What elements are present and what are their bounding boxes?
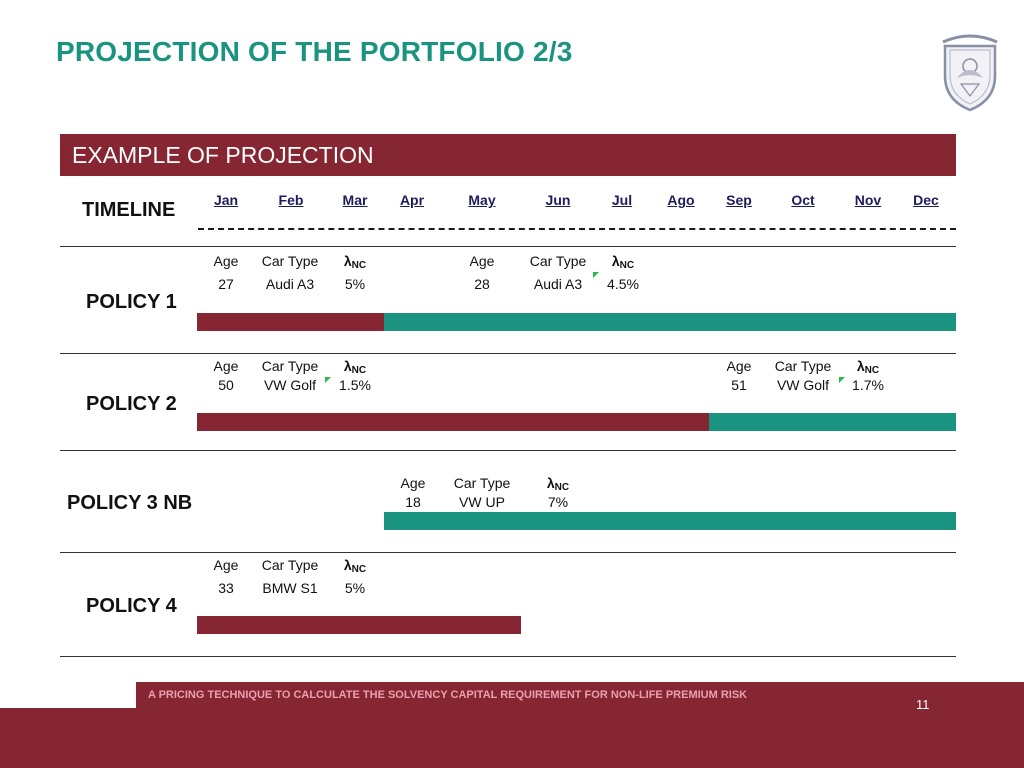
policy-1-rate-renewal: 4.5%	[607, 276, 639, 292]
month-dec: Dec	[913, 192, 939, 208]
month-jan: Jan	[213, 192, 239, 208]
car-type-header: Car Type	[774, 358, 832, 374]
comment-marker-icon	[593, 272, 599, 278]
month-apr: Apr	[399, 192, 425, 208]
policy-4-age: 33	[218, 580, 234, 596]
age-header: Age	[213, 557, 239, 573]
policy-2-label: POLICY 2	[86, 393, 177, 415]
policy-1-age-renewal: 28	[474, 276, 490, 292]
month-oct: Oct	[791, 192, 815, 208]
lambda-nc-header: λNC	[611, 253, 635, 271]
age-header: Age	[469, 253, 495, 269]
policy-2-car-renewal: VW Golf	[776, 377, 830, 393]
age-header: Age	[400, 475, 426, 491]
slide-title: PROJECTION OF THE PORTFOLIO 2/3	[56, 36, 573, 67]
policy-3-label: POLICY 3 NB	[67, 492, 193, 514]
policy-4-rate: 5%	[344, 580, 366, 596]
month-nov: Nov	[854, 192, 882, 208]
lambda-nc-header: λNC	[343, 358, 367, 376]
car-type-header: Car Type	[453, 475, 511, 491]
section-header-bar	[60, 134, 956, 176]
row-separator	[60, 246, 956, 247]
policy-2-coverage-bar-old	[197, 413, 709, 431]
policy-1-car-renewal: Audi A3	[533, 276, 583, 292]
policy-3-car: VW UP	[459, 494, 505, 510]
row-separator	[60, 552, 956, 553]
policy-1-coverage-bar-old	[197, 313, 384, 331]
month-feb: Feb	[278, 192, 304, 208]
comment-marker-icon	[839, 377, 845, 383]
policy-1-label: POLICY 1	[86, 291, 177, 313]
row-separator	[60, 353, 956, 354]
month-may: May	[468, 192, 496, 208]
policy-1-rate: 5%	[344, 276, 366, 292]
month-sep: Sep	[726, 192, 752, 208]
policy-2-age-renewal: 51	[731, 377, 747, 393]
footer-band	[0, 682, 1024, 768]
lambda-nc-header: λNC	[343, 253, 367, 271]
policy-3-coverage-bar	[384, 512, 956, 530]
lambda-nc-header: λNC	[343, 557, 367, 575]
policy-3-age: 18	[405, 494, 421, 510]
page-number: 11	[916, 697, 930, 712]
policy-2-rate-renewal: 1.7%	[852, 377, 884, 393]
section-title: EXAMPLE OF PROJECTION	[72, 142, 374, 168]
lambda-nc-header: λNC	[856, 358, 880, 376]
age-header: Age	[213, 358, 239, 374]
month-ago: Ago	[667, 192, 695, 208]
policy-4-label: POLICY 4	[86, 595, 177, 617]
policy-2-rate: 1.5%	[339, 377, 371, 393]
policy-2-car: VW Golf	[263, 377, 317, 393]
age-header: Age	[213, 253, 239, 269]
timeline-dashed-line	[198, 228, 956, 230]
timeline-label: TIMELINE	[82, 199, 176, 221]
policy-1-age: 27	[218, 276, 234, 292]
car-type-header: Car Type	[261, 253, 319, 269]
age-header: Age	[726, 358, 752, 374]
month-mar: Mar	[342, 192, 368, 208]
policy-2-age: 50	[218, 377, 234, 393]
month-jul: Jul	[611, 192, 633, 208]
car-type-header: Car Type	[529, 253, 587, 269]
university-seal-icon	[942, 34, 998, 112]
footer-notch	[0, 682, 136, 708]
row-separator	[60, 450, 956, 451]
policy-4-car: BMW S1	[262, 580, 318, 596]
car-type-header: Car Type	[261, 358, 319, 374]
car-type-header: Car Type	[261, 557, 319, 573]
policy-1-car: Audi A3	[265, 276, 315, 292]
lambda-nc-header: λNC	[546, 475, 570, 493]
footer-text: A PRICING TECHNIQUE TO CALCULATE THE SOL…	[148, 689, 748, 701]
comment-marker-icon	[325, 377, 331, 383]
policy-1-coverage-bar-renewed	[384, 313, 956, 331]
policy-3-rate: 7%	[547, 494, 569, 510]
policy-4-coverage-bar	[197, 616, 521, 634]
policy-2-coverage-bar-renewed	[709, 413, 956, 431]
month-jun: Jun	[545, 192, 571, 208]
row-separator	[60, 656, 956, 657]
